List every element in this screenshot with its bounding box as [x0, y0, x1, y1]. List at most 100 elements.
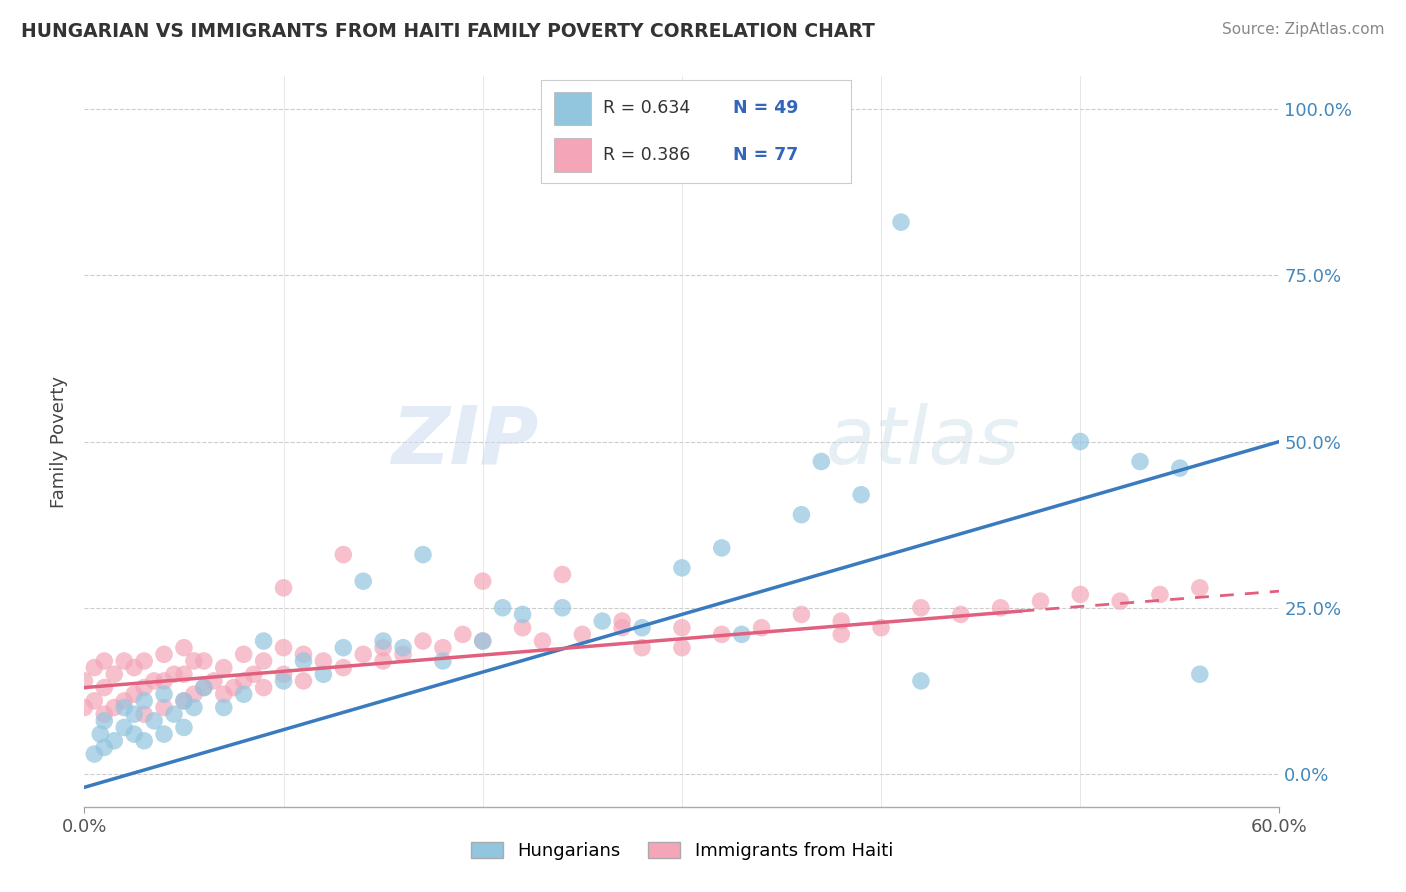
Point: [412, 634, 434, 648]
Point: [183, 700, 205, 714]
Point: [89, 727, 111, 741]
Point: [512, 621, 534, 635]
Point: [332, 660, 354, 674]
Point: [132, 733, 156, 747]
Point: [73, 673, 96, 688]
Point: [332, 640, 354, 655]
Text: atlas: atlas: [825, 402, 1021, 481]
Point: [132, 681, 156, 695]
Point: [212, 660, 235, 674]
Point: [1149, 587, 1171, 601]
Point: [183, 654, 205, 668]
Point: [312, 654, 335, 668]
Point: [212, 687, 235, 701]
Point: [83, 694, 105, 708]
Point: [949, 607, 972, 622]
Point: [612, 621, 634, 635]
Text: HUNGARIAN VS IMMIGRANTS FROM HAITI FAMILY POVERTY CORRELATION CHART: HUNGARIAN VS IMMIGRANTS FROM HAITI FAMIL…: [21, 22, 875, 41]
Point: [253, 634, 276, 648]
Point: [312, 667, 335, 681]
Point: [93, 681, 115, 695]
Point: [671, 561, 693, 575]
Bar: [554, 137, 591, 171]
Point: [173, 694, 195, 708]
Text: R = 0.386: R = 0.386: [603, 145, 690, 163]
Point: [183, 687, 205, 701]
Point: [810, 454, 832, 468]
Point: [512, 607, 534, 622]
Point: [112, 694, 135, 708]
Point: [143, 714, 166, 728]
Point: [710, 541, 733, 555]
Point: [232, 648, 254, 662]
Point: [173, 640, 195, 655]
Point: [432, 654, 454, 668]
Point: [830, 614, 852, 628]
Point: [890, 215, 912, 229]
Point: [1188, 667, 1211, 681]
Point: [910, 600, 932, 615]
Point: [193, 654, 215, 668]
Point: [242, 667, 264, 681]
Point: [531, 634, 554, 648]
Point: [83, 660, 105, 674]
Point: [1029, 594, 1052, 608]
Point: [232, 687, 254, 701]
Point: [253, 654, 276, 668]
Point: [1188, 581, 1211, 595]
Point: [153, 687, 176, 701]
Point: [352, 574, 374, 589]
Point: [112, 721, 135, 735]
Point: [93, 740, 115, 755]
Point: [292, 648, 315, 662]
Point: [153, 648, 176, 662]
Point: [112, 700, 135, 714]
Text: N = 49: N = 49: [733, 100, 799, 118]
Point: [122, 687, 145, 701]
Point: [990, 600, 1012, 615]
Point: [93, 707, 115, 722]
Text: Source: ZipAtlas.com: Source: ZipAtlas.com: [1222, 22, 1385, 37]
Point: [202, 673, 225, 688]
Point: [392, 640, 415, 655]
Point: [790, 607, 813, 622]
Point: [103, 700, 125, 714]
Point: [910, 673, 932, 688]
Point: [173, 721, 195, 735]
Point: [232, 673, 254, 688]
Point: [222, 681, 245, 695]
Point: [132, 707, 156, 722]
Point: [253, 681, 276, 695]
Text: R = 0.634: R = 0.634: [603, 100, 690, 118]
Point: [122, 660, 145, 674]
Point: [373, 640, 395, 655]
Point: [571, 627, 593, 641]
Point: [1069, 434, 1091, 449]
Point: [153, 700, 176, 714]
Bar: [554, 92, 591, 126]
Point: [412, 548, 434, 562]
Point: [373, 634, 395, 648]
Point: [591, 614, 613, 628]
Point: [731, 627, 754, 641]
Point: [292, 673, 315, 688]
Point: [122, 707, 145, 722]
Point: [471, 574, 494, 589]
Point: [273, 673, 295, 688]
Point: [851, 488, 873, 502]
Point: [1168, 461, 1191, 475]
Point: [710, 627, 733, 641]
Point: [612, 614, 634, 628]
Point: [163, 707, 186, 722]
Point: [671, 621, 693, 635]
Point: [112, 654, 135, 668]
Point: [332, 548, 354, 562]
Point: [830, 627, 852, 641]
Point: [273, 640, 295, 655]
Point: [631, 640, 654, 655]
Point: [1069, 587, 1091, 601]
Point: [153, 673, 176, 688]
Point: [751, 621, 773, 635]
Point: [273, 667, 295, 681]
Point: [132, 654, 156, 668]
